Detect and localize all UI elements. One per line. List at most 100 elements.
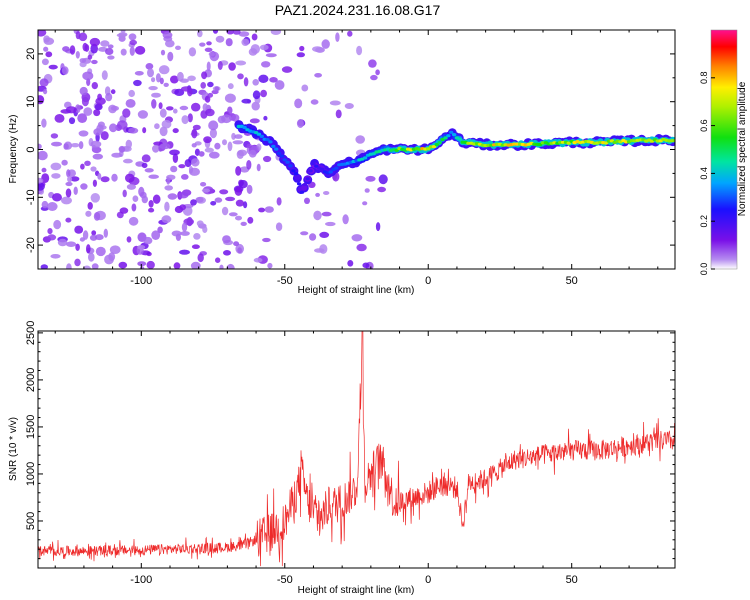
noise-blob [171,230,182,237]
noise-blob [238,31,250,37]
noise-blob [88,252,95,262]
noise-blob [63,143,69,150]
ridge-core [451,133,457,137]
noise-blob [207,92,214,98]
noise-blob [270,30,282,35]
x-tick-label: -50 [277,574,293,586]
noise-blob [109,123,118,133]
noise-blob [186,216,193,227]
noise-blob [240,221,247,226]
noise-blob [210,201,217,206]
noise-blob [154,123,160,130]
noise-blob [267,262,273,269]
noise-blob [264,206,274,213]
noise-blob [243,201,248,209]
noise-blob [83,107,93,116]
noise-blob [299,45,305,52]
noise-blob [65,181,73,187]
noise-blob [79,61,87,68]
noise-blob [128,127,139,134]
noise-blob [61,196,72,205]
noise-blob [315,192,320,197]
noise-blob [80,183,88,190]
noise-blob [217,61,223,70]
noise-blob [180,86,192,92]
noise-blob [206,61,211,72]
noise-blob [375,69,380,76]
noise-blob [261,61,271,68]
noise-blob [202,226,208,233]
noise-blob [138,186,145,197]
ridge-core [291,169,296,173]
noise-blob [91,59,98,65]
noise-blob [235,215,242,221]
noise-blob [209,151,220,159]
noise-blob [159,126,168,137]
noise-blob [260,89,267,98]
ridge-core [457,137,462,141]
noise-blob [41,167,47,173]
noise-blob [200,182,207,187]
noise-blob [197,30,203,38]
noise-blob [201,71,208,80]
noise-blob [38,150,48,161]
ridge-core [242,125,247,130]
colorbar-tick-label: 0.8 [699,72,709,85]
noise-blob [166,106,174,111]
noise-blob [252,79,259,86]
ridge-core [259,134,264,138]
noise-blob [39,78,49,87]
ridge-core [296,182,302,186]
noise-blob [342,214,349,225]
noise-blob [40,264,48,269]
noise-blob [79,58,87,63]
noise-blob [97,173,102,180]
noise-blob [252,90,261,100]
heatmap-background [38,30,675,269]
noise-blob [47,234,57,241]
noise-blob [232,30,241,35]
noise-blob [201,188,211,193]
noise-blob [187,113,193,123]
noise-blob [195,196,204,203]
noise-blob [78,141,84,150]
noise-blob [179,105,189,111]
ridge-core [302,182,308,187]
noise-blob [174,88,185,96]
noise-blob [215,257,221,264]
noise-blob [159,77,164,85]
heatmap-x-axis: -100 -50 0 50 [54,30,659,287]
noise-blob [145,63,154,70]
ridge-mid [294,174,301,181]
noise-blob [151,99,157,109]
noise-blob [364,188,370,193]
noise-blob [162,31,173,39]
noise-blob [281,66,293,73]
snr-series-line [38,331,675,567]
heatmap-y-axis-label: Frequency (Hz) [8,115,19,184]
noise-blob [94,103,103,111]
noise-blob [235,166,242,176]
noise-blob [61,66,69,75]
noise-blob [294,98,303,109]
colorbar-tick-label: 0.0 [699,263,709,276]
noise-blob [65,106,77,114]
noise-blob [148,174,159,179]
noise-blob [253,257,263,263]
noise-blob [355,135,366,144]
ridge-core [276,151,282,155]
x-tick-label: 50 [566,275,578,287]
heatmap-y-axis: -20 -10 0 10 20 [25,29,675,270]
noise-blob [177,71,184,82]
noise-blob [362,262,370,269]
noise-blob [91,263,99,269]
ridge-core [285,160,290,164]
noise-blob [78,130,89,137]
noise-blob [258,207,266,213]
noise-blob [246,143,252,149]
noise-blob [377,186,386,193]
noise-blob [141,195,148,204]
ridge-core [314,164,319,168]
ridge-core [279,154,285,158]
noise-blob [75,31,81,40]
